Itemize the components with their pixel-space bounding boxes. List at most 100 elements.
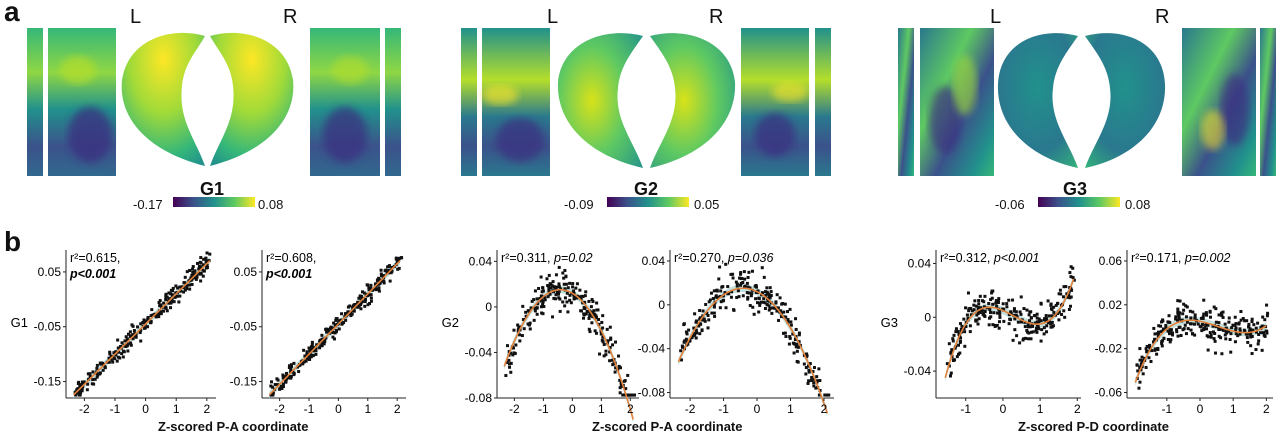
data-point xyxy=(563,296,567,300)
data-point xyxy=(561,271,565,275)
data-point xyxy=(1162,336,1166,340)
data-point xyxy=(789,323,793,327)
data-point xyxy=(566,286,570,290)
data-point xyxy=(366,303,370,307)
data-point xyxy=(804,355,808,359)
data-point xyxy=(362,291,366,295)
data-point xyxy=(1150,349,1154,353)
data-point xyxy=(197,267,201,271)
data-point xyxy=(962,327,966,331)
data-point xyxy=(1185,305,1189,309)
x-tick-label: 1 xyxy=(598,402,605,416)
data-point xyxy=(1241,317,1245,321)
data-point xyxy=(110,358,114,362)
data-point xyxy=(995,304,999,308)
hemisphere-right-label-g3: R xyxy=(1155,6,1170,28)
data-point xyxy=(390,266,394,270)
data-point xyxy=(547,289,551,293)
data-point xyxy=(583,300,587,304)
data-point xyxy=(767,304,771,308)
data-point xyxy=(93,377,97,381)
data-point xyxy=(561,300,565,304)
data-point xyxy=(1175,330,1179,334)
data-point xyxy=(1139,362,1143,366)
data-point xyxy=(796,360,800,364)
data-point xyxy=(1039,301,1043,305)
data-point xyxy=(1227,320,1231,324)
data-point xyxy=(712,289,716,293)
data-point xyxy=(1228,337,1232,341)
data-point xyxy=(719,300,723,304)
data-point xyxy=(1029,330,1033,334)
data-point xyxy=(818,379,822,383)
data-point xyxy=(1192,322,1196,326)
data-point xyxy=(1153,347,1157,351)
data-point xyxy=(541,303,545,307)
data-point xyxy=(739,271,743,275)
data-point xyxy=(590,321,594,325)
data-point xyxy=(997,297,1001,301)
data-point xyxy=(1249,344,1253,348)
data-point xyxy=(1248,327,1252,331)
colorbar-max-g3: 0.08 xyxy=(1125,197,1151,212)
data-point xyxy=(194,277,198,281)
data-point xyxy=(1029,316,1033,320)
data-point xyxy=(547,287,551,291)
data-point xyxy=(374,288,378,292)
y-tick-label: -0.04 xyxy=(638,342,666,356)
data-point xyxy=(369,283,373,287)
data-point xyxy=(129,341,133,345)
data-point xyxy=(307,357,311,361)
hippocampus-right-g1 xyxy=(210,32,294,166)
data-point xyxy=(555,291,559,295)
data-point xyxy=(747,270,751,274)
data-point xyxy=(1044,314,1048,318)
data-point xyxy=(284,377,288,381)
x-tick-label: 2 xyxy=(821,402,828,416)
data-point xyxy=(564,282,568,286)
data-point xyxy=(817,367,821,371)
data-point xyxy=(955,355,959,359)
data-point xyxy=(1171,331,1175,335)
data-point xyxy=(134,333,138,337)
data-point xyxy=(1065,292,1069,296)
data-point xyxy=(334,317,338,321)
data-point xyxy=(721,299,725,303)
data-point xyxy=(369,293,373,297)
data-point xyxy=(970,309,974,313)
colorbar-g2 xyxy=(607,197,689,207)
data-point xyxy=(736,289,740,293)
data-point xyxy=(1214,307,1218,311)
data-point xyxy=(1217,327,1221,331)
data-point xyxy=(1191,332,1195,336)
data-point xyxy=(190,282,194,286)
data-point xyxy=(1029,325,1033,329)
data-point xyxy=(758,303,762,307)
data-point xyxy=(757,296,761,300)
data-point xyxy=(765,303,769,307)
data-point xyxy=(957,343,961,347)
data-point xyxy=(608,325,612,329)
hippocampus-left-g2 xyxy=(557,33,643,169)
data-point xyxy=(1029,310,1033,314)
data-point xyxy=(601,326,605,330)
data-point xyxy=(376,278,380,282)
data-point xyxy=(1178,311,1182,315)
data-point xyxy=(168,300,172,304)
data-point xyxy=(532,318,536,322)
colorbar-min-g3: -0.06 xyxy=(995,197,1025,212)
data-point xyxy=(730,290,734,294)
data-point xyxy=(509,351,513,355)
data-point xyxy=(632,393,636,397)
data-point xyxy=(1070,288,1074,292)
data-point xyxy=(754,297,758,301)
data-point xyxy=(1018,341,1022,345)
data-point xyxy=(1182,308,1186,312)
x-axis-label-g1: Z-scored P-A coordinate xyxy=(158,419,309,434)
p-value-label: p=0.036 xyxy=(727,251,774,265)
data-point xyxy=(746,275,750,279)
data-point xyxy=(594,314,598,318)
data-point xyxy=(948,374,952,378)
data-point xyxy=(701,309,705,313)
data-point xyxy=(746,285,750,289)
